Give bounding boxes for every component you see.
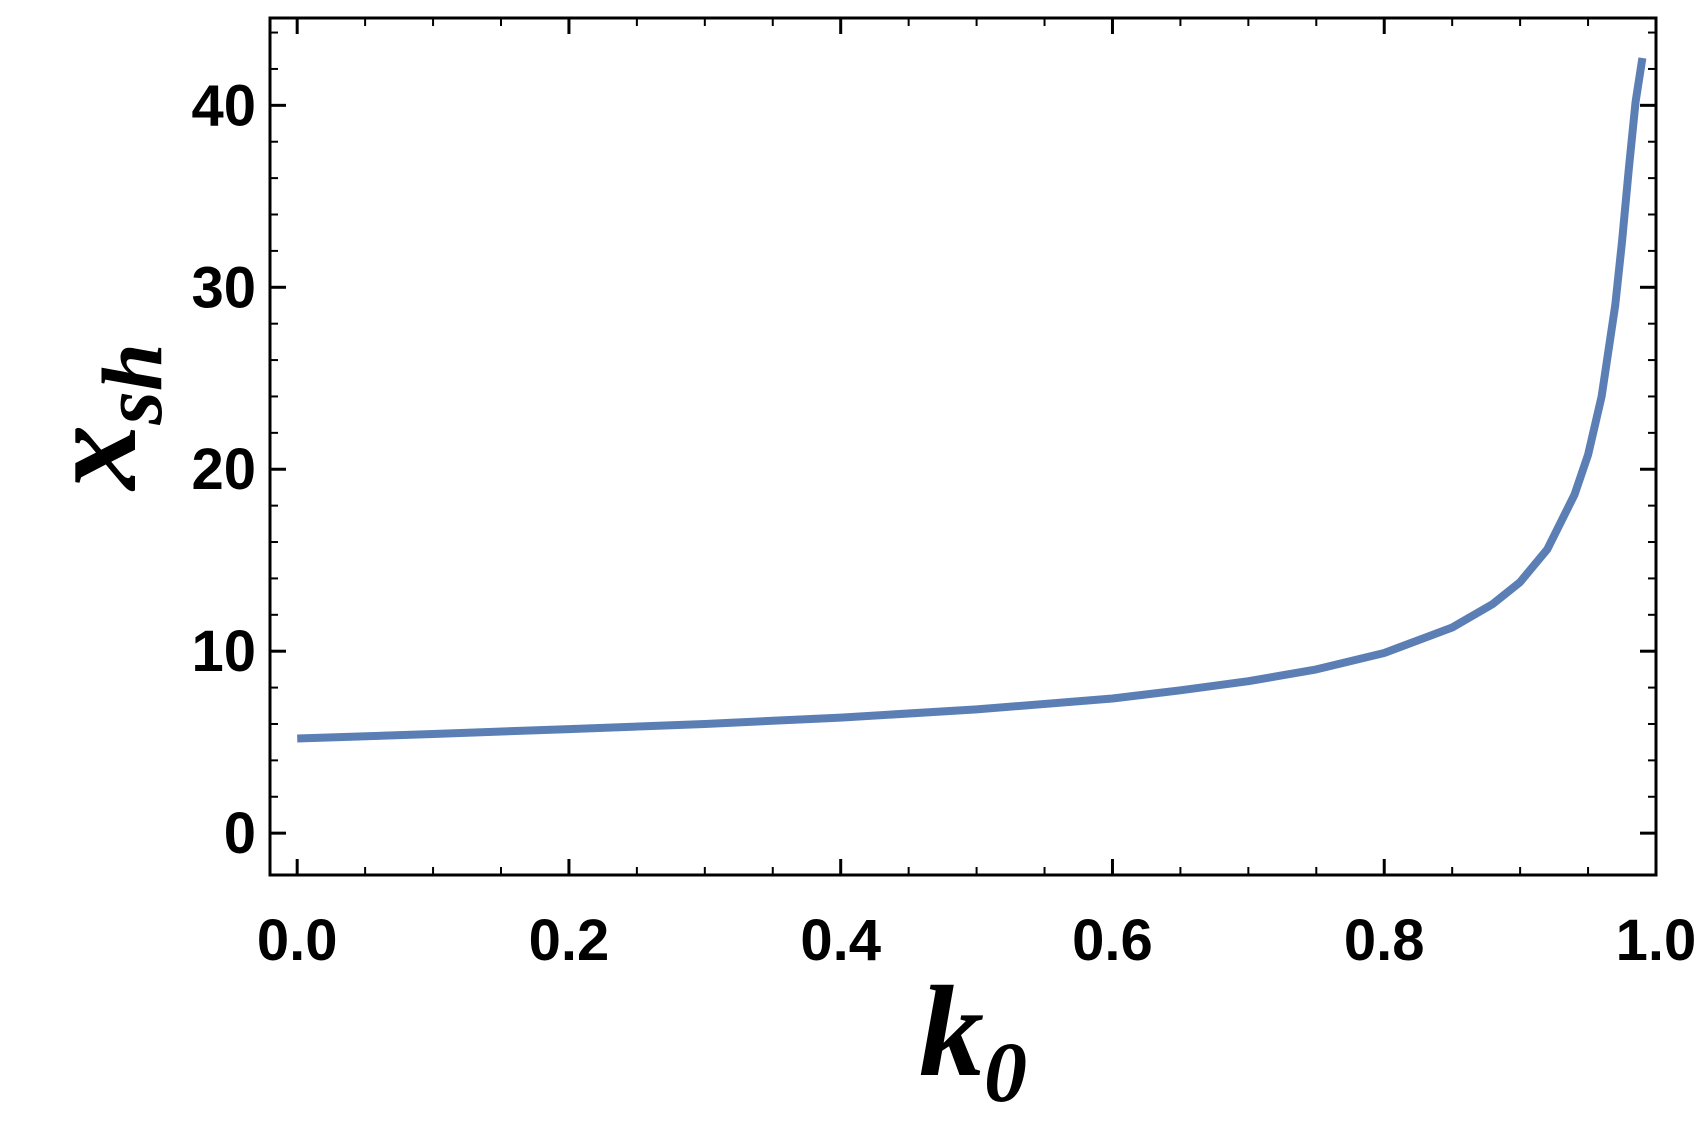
y-axis-label-sub: sh [84,343,180,425]
x-axis-label: k0 [919,960,1027,1120]
tick-labels: 0.0 0.2 0.4 0.6 0.8 1.0 0 10 20 30 40 [191,73,1696,973]
y-tick-label: 40 [191,73,256,138]
x-tick-label: 0.0 [257,908,338,973]
x-tick-label: 0.6 [1072,908,1153,973]
x-axis-label-main: k [919,960,984,1104]
x-tick-label: 1.0 [1616,908,1697,973]
y-tick-label: 30 [191,255,256,320]
y-tick-label: 20 [191,437,256,502]
x-tick-label: 0.2 [529,908,610,973]
x-tick-label: 0.8 [1344,908,1425,973]
y-axis-label: xsh [20,343,180,491]
y-tick-label: 0 [224,801,256,866]
y-tick-label: 10 [191,619,256,684]
x-axis-label-sub: 0 [984,1024,1027,1120]
series-line [297,57,1647,743]
plot-frame [268,16,1658,877]
y-axis-label-main: x [20,425,164,492]
x-tick-label: 0.4 [800,908,881,973]
